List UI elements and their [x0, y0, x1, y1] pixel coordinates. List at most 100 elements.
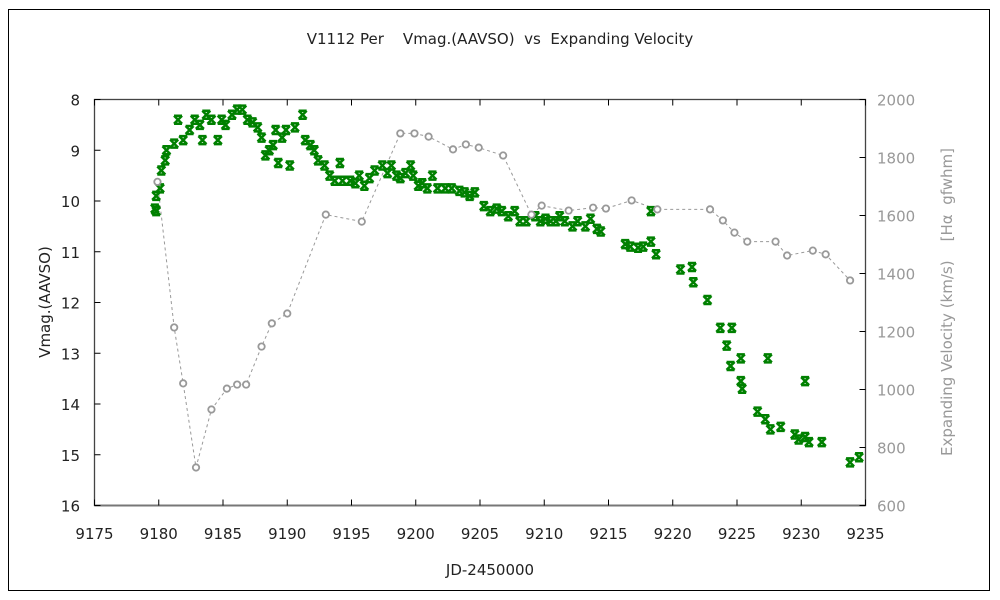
velocity-point — [207, 405, 216, 414]
vmag-point — [804, 436, 814, 448]
vmag-point — [760, 413, 771, 425]
velocity-line — [156, 132, 851, 468]
vmag-point — [227, 109, 237, 120]
vmag-point — [178, 134, 189, 146]
velocity-point — [357, 217, 366, 226]
vmag-point — [845, 457, 855, 468]
vmag-point — [567, 221, 578, 232]
x-tick-label: 9215 — [589, 525, 627, 543]
x-tick-label: 9185 — [204, 525, 242, 543]
velocity-point — [396, 129, 405, 138]
vmag-point — [201, 109, 212, 120]
vmag-point — [464, 190, 475, 202]
vmag-point — [440, 183, 451, 194]
vmag-point — [675, 264, 686, 275]
vmag-point — [284, 160, 295, 171]
y2-tick-label: 1800 — [877, 150, 915, 168]
vmag-point — [268, 139, 278, 151]
vmag-point — [816, 436, 827, 448]
x-tick-label: 9230 — [782, 525, 820, 543]
vmag-point — [595, 226, 606, 237]
y-tick-label: 16 — [61, 498, 80, 516]
velocity-point — [410, 129, 419, 138]
vmag-point — [300, 134, 311, 146]
velocity-point — [222, 384, 231, 393]
velocity-point — [601, 204, 611, 213]
vmag-point — [290, 122, 300, 133]
axes: 9175 9180 9185 9190 9195 9200 9205 9210 9215 9220… — [61, 92, 915, 544]
x-tick-label: 9225 — [718, 525, 756, 543]
vmag-point — [156, 165, 167, 176]
chart-title: V1112 Per Vmag.(AAVSO) vs Expanding Velo… — [307, 30, 694, 48]
vmag-point — [242, 114, 253, 126]
vmag-point — [762, 353, 773, 364]
vmag-point — [620, 238, 631, 250]
y-tick-label: 12 — [61, 295, 80, 313]
y-tick-label: 11 — [61, 244, 80, 262]
vmag-point — [155, 183, 165, 194]
velocity-point — [283, 309, 292, 318]
vmag-point — [572, 216, 583, 227]
vmag-point — [485, 205, 496, 217]
vmag-point — [688, 276, 699, 288]
velocity-point — [821, 250, 830, 259]
x-tick-label: 9220 — [654, 525, 692, 543]
vmag-point — [337, 175, 348, 186]
vmag-point — [737, 383, 748, 395]
vmag-point — [197, 134, 208, 146]
vmag-point — [232, 104, 243, 115]
vmag-point — [160, 155, 171, 166]
velocity-point — [474, 143, 483, 152]
vmag-point — [212, 134, 223, 146]
y2-tick-label: 1000 — [877, 382, 915, 400]
vmag-point — [459, 187, 470, 198]
vmag-point — [405, 160, 416, 171]
vmag-point — [273, 157, 284, 169]
x-tick-label: 9195 — [332, 525, 370, 543]
y2-tick-label: 2000 — [877, 92, 915, 110]
vmag-point — [735, 375, 746, 387]
vmag-point — [702, 294, 713, 306]
velocity-point — [257, 342, 266, 351]
vmag-point — [319, 160, 330, 171]
y-tick-label: 14 — [61, 396, 80, 414]
velocity-point — [808, 246, 817, 255]
vmag-point — [721, 340, 732, 351]
vmag-point — [417, 177, 428, 189]
vmag-point — [726, 322, 737, 334]
velocity-point — [771, 237, 780, 246]
velocity-point — [537, 201, 546, 210]
velocity-point — [718, 216, 727, 225]
velocity-point — [845, 276, 855, 285]
vmag-point — [194, 119, 205, 131]
vmag-point — [503, 210, 514, 222]
vmag-point — [530, 210, 541, 222]
vmag-point — [377, 160, 388, 171]
velocity-point — [424, 132, 433, 141]
velocity-point — [267, 319, 276, 328]
velocity-point — [242, 380, 251, 389]
y2-tick-label: 800 — [877, 440, 906, 458]
vmag-point — [400, 167, 411, 179]
velocity-point — [461, 140, 470, 149]
vmag-point — [173, 114, 183, 126]
vmag-point — [161, 145, 172, 156]
vmag-point — [220, 119, 231, 131]
vmag-point — [364, 172, 375, 184]
vmag-point — [206, 114, 217, 126]
vmag-point — [350, 177, 361, 189]
vmag-point — [151, 190, 162, 202]
vmag-point — [509, 205, 520, 217]
vmag-point — [765, 424, 776, 435]
y2-tick-label: 1600 — [877, 208, 915, 226]
vmag-point — [735, 353, 746, 364]
velocity-point — [233, 380, 242, 389]
vmag-point — [496, 205, 507, 217]
vmag-point — [189, 114, 200, 126]
vmag-point — [638, 241, 649, 252]
y2-tick-label: 1400 — [877, 266, 915, 284]
vmag-point — [646, 205, 656, 217]
vmag-point — [478, 200, 489, 212]
x-tick-label: 9190 — [268, 525, 306, 543]
vmag-point — [247, 117, 258, 128]
